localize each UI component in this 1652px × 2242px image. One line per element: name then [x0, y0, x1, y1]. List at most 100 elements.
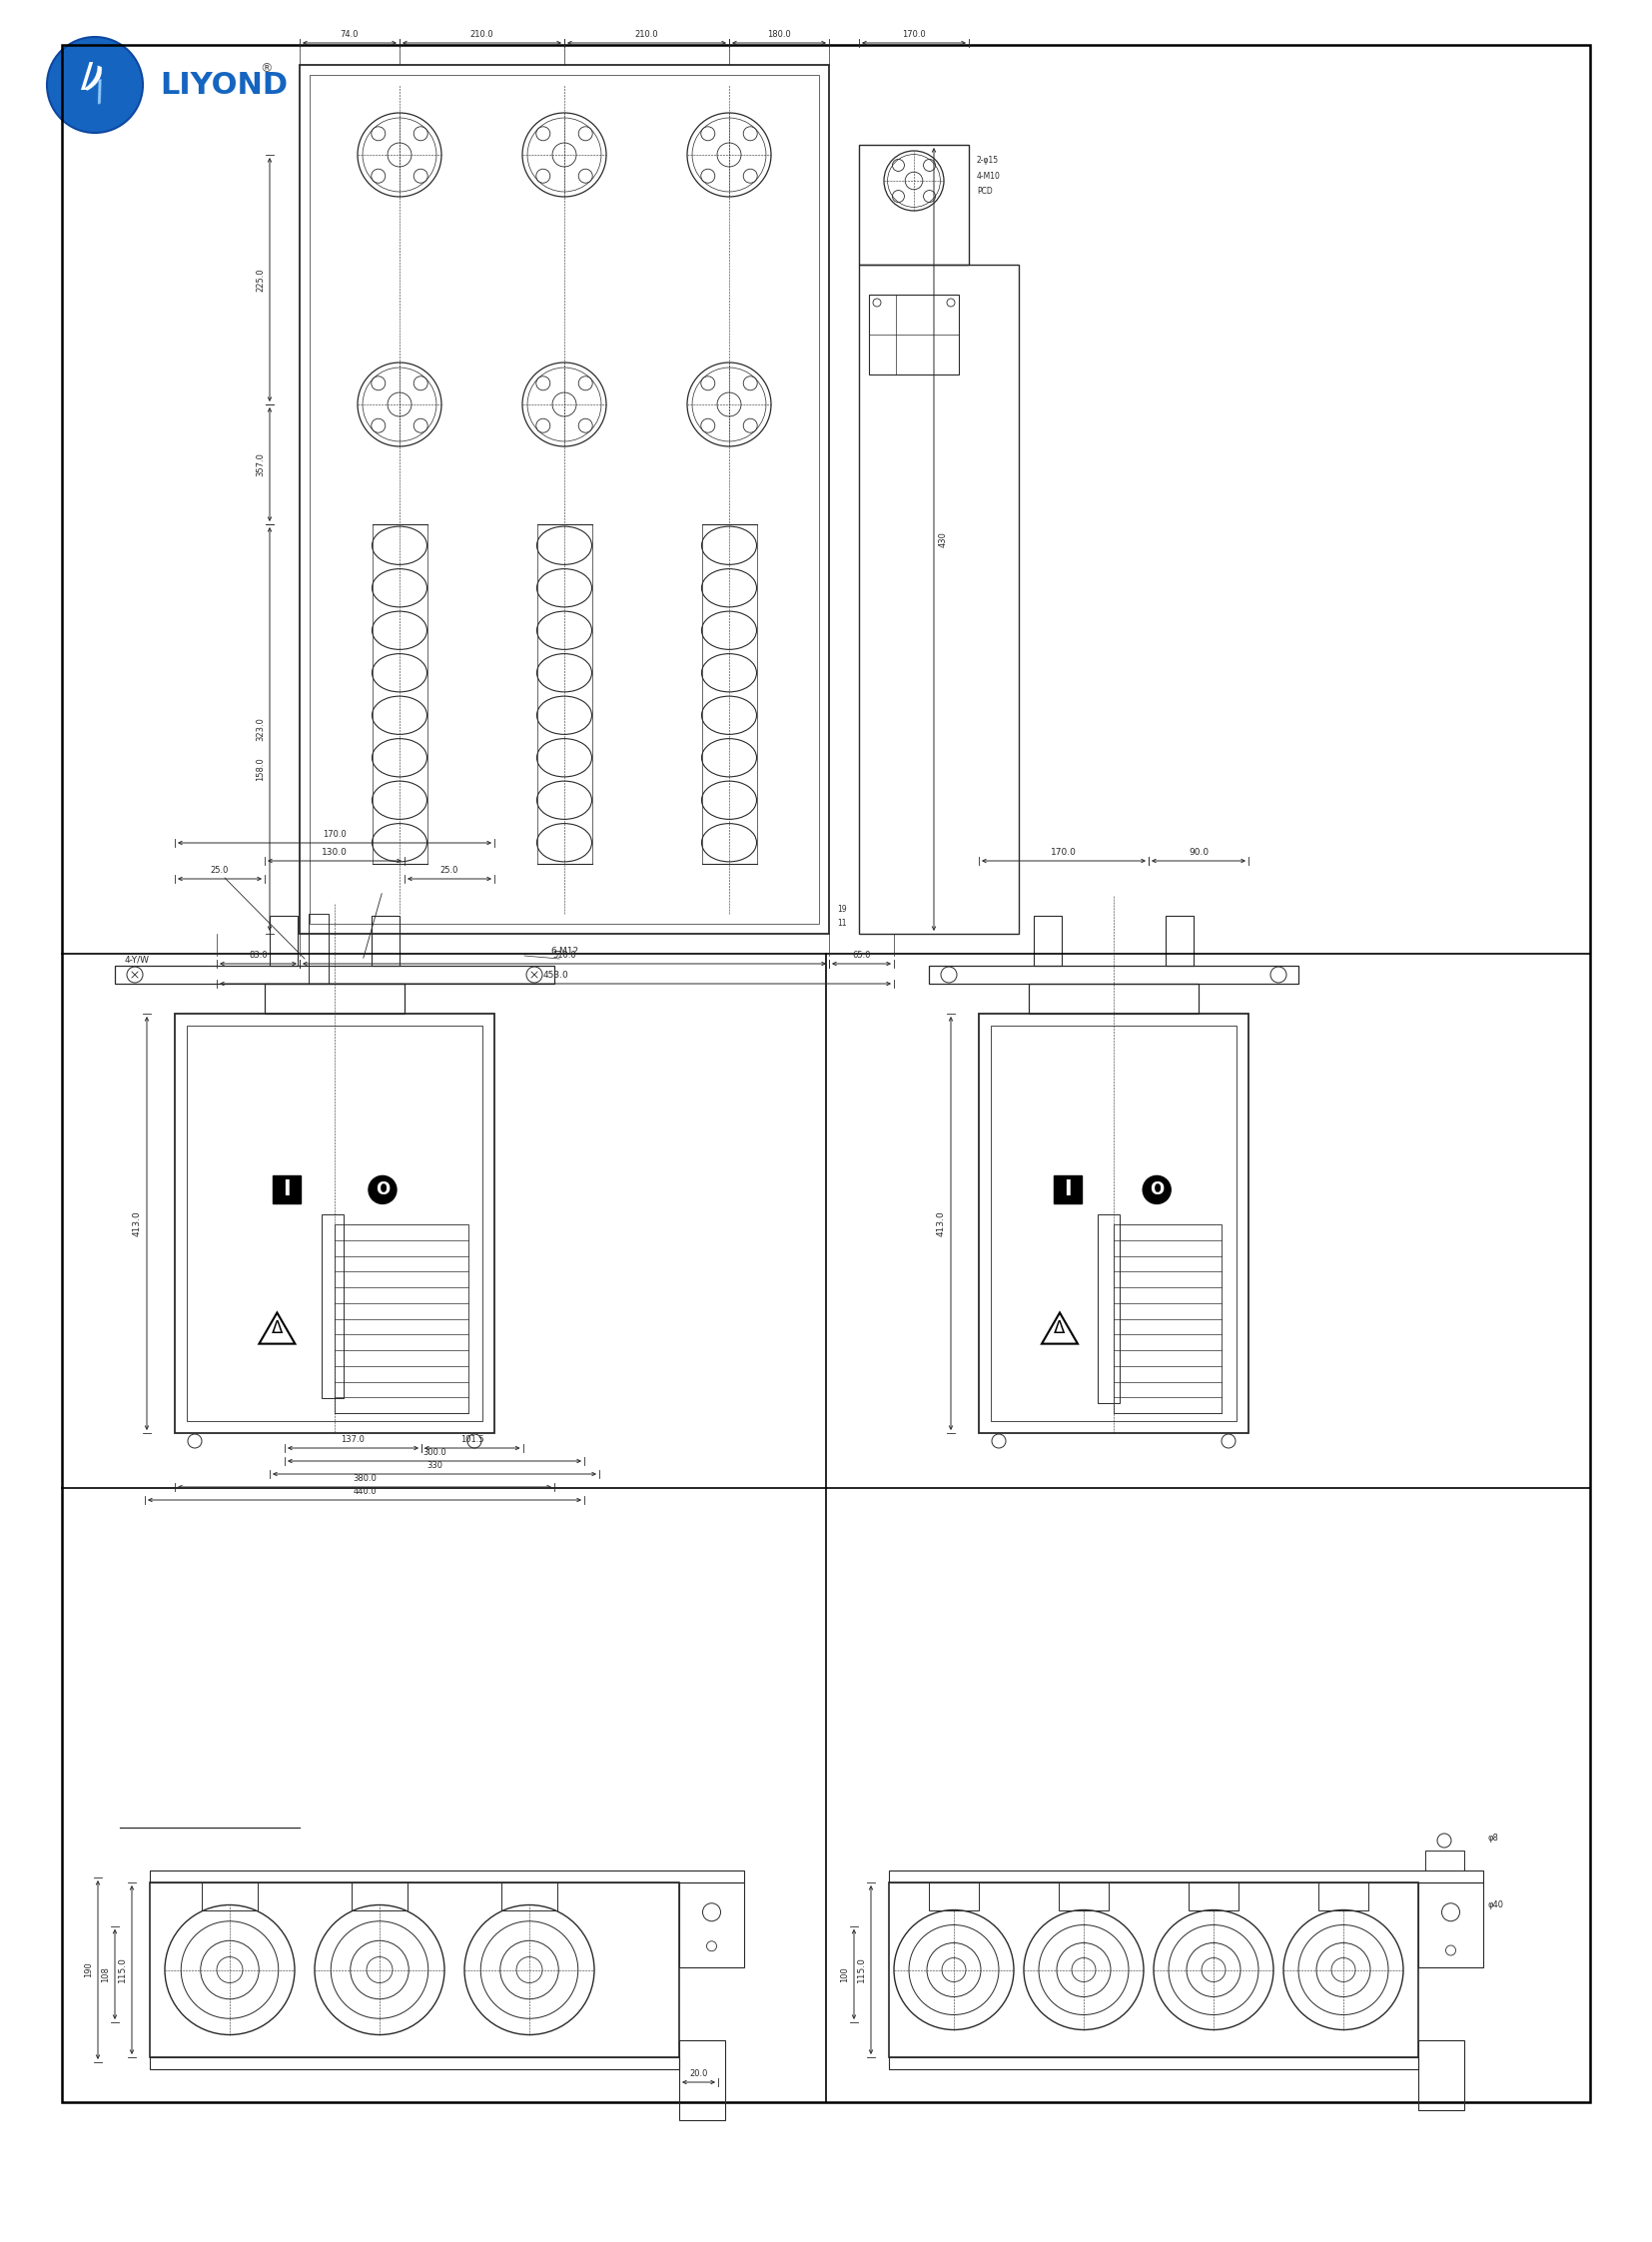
Bar	[1188, 1883, 1239, 1910]
Text: /: /	[91, 78, 109, 108]
Text: 90.0: 90.0	[1188, 847, 1209, 856]
Bar	[869, 294, 958, 374]
Bar	[1419, 1883, 1483, 1968]
Text: φ8: φ8	[1488, 1834, 1498, 1843]
Text: 330: 330	[426, 1462, 443, 1471]
Bar	[1059, 1883, 1108, 1910]
Text: 170.0: 170.0	[902, 29, 925, 38]
Bar	[889, 1870, 1483, 1883]
Text: φ40: φ40	[1488, 1901, 1505, 1910]
Bar	[679, 1883, 743, 1968]
Bar	[273, 1175, 301, 1204]
Text: 130.0: 130.0	[322, 847, 347, 856]
Text: PCD: PCD	[976, 186, 993, 195]
Bar	[335, 1224, 469, 1412]
Bar	[322, 1215, 344, 1399]
Text: 115.0: 115.0	[857, 1957, 866, 1982]
Text: 170.0: 170.0	[322, 830, 347, 839]
Text: 4-M10: 4-M10	[976, 170, 1001, 179]
Bar	[269, 915, 297, 966]
Text: 225.0: 225.0	[256, 267, 264, 291]
Text: 20.0: 20.0	[689, 2069, 707, 2078]
Bar	[299, 65, 829, 933]
Text: 108: 108	[101, 1966, 111, 1982]
Bar	[202, 1883, 258, 1910]
Bar	[889, 1883, 1419, 2058]
Bar	[928, 966, 1298, 984]
Bar	[352, 1883, 408, 1910]
Text: 100: 100	[839, 1966, 849, 1982]
Text: 380.0: 380.0	[352, 1473, 377, 1482]
Bar	[150, 2058, 679, 2069]
Text: 137.0: 137.0	[342, 1435, 365, 1444]
Bar	[187, 1025, 482, 1421]
Polygon shape	[1042, 1312, 1077, 1343]
Bar	[980, 1013, 1249, 1433]
Bar	[502, 1883, 557, 1910]
Bar	[1424, 1850, 1464, 1870]
Bar	[1034, 915, 1062, 966]
Text: 510.0: 510.0	[552, 951, 577, 960]
Text: Δ: Δ	[271, 1318, 282, 1336]
Bar	[150, 1870, 743, 1883]
Bar	[928, 1883, 980, 1910]
Text: LIYOND: LIYOND	[160, 70, 287, 99]
Text: 6-M12: 6-M12	[550, 946, 578, 955]
Bar	[175, 1013, 494, 1433]
Text: /: /	[81, 61, 93, 94]
Text: 453.0: 453.0	[542, 971, 568, 980]
Text: 210.0: 210.0	[634, 29, 659, 38]
Bar	[1419, 2040, 1464, 2110]
Bar	[372, 915, 400, 966]
Polygon shape	[259, 1312, 296, 1343]
Text: 170.0: 170.0	[1051, 847, 1077, 856]
Bar	[859, 265, 1019, 933]
Text: 357.0: 357.0	[256, 453, 264, 475]
Text: 4-Y/W: 4-Y/W	[126, 955, 150, 964]
Text: 300.0: 300.0	[423, 1448, 446, 1457]
Text: 440.0: 440.0	[354, 1486, 377, 1495]
Text: 101.5: 101.5	[461, 1435, 484, 1444]
Text: 25.0: 25.0	[210, 865, 230, 874]
Bar	[1054, 1175, 1082, 1204]
Circle shape	[1143, 1175, 1171, 1204]
Circle shape	[46, 36, 142, 132]
Text: ®: ®	[259, 63, 273, 76]
Bar	[1318, 1883, 1368, 1910]
Text: 413.0: 413.0	[937, 1211, 947, 1235]
Bar	[1113, 1224, 1221, 1412]
Bar	[264, 984, 405, 1013]
Text: 323.0: 323.0	[256, 717, 264, 740]
Text: ): )	[83, 63, 106, 96]
Text: 65.0: 65.0	[852, 951, 871, 960]
Text: 74.0: 74.0	[340, 29, 358, 38]
Bar	[889, 2058, 1419, 2069]
Text: 430: 430	[938, 531, 948, 547]
Bar	[116, 966, 555, 984]
Bar	[309, 74, 819, 924]
Text: O: O	[375, 1182, 390, 1199]
Text: 83.0: 83.0	[249, 951, 268, 960]
Text: I: I	[1064, 1179, 1072, 1199]
Text: O: O	[1150, 1182, 1165, 1199]
Text: 25.0: 25.0	[441, 865, 459, 874]
Text: 19: 19	[838, 906, 846, 915]
Text: I: I	[282, 1179, 291, 1199]
Bar	[150, 1883, 679, 2058]
Bar	[1166, 915, 1193, 966]
Text: 115.0: 115.0	[117, 1957, 127, 1982]
Bar	[309, 915, 329, 984]
Text: 180.0: 180.0	[767, 29, 791, 38]
Bar	[1097, 1215, 1120, 1403]
Text: 413.0: 413.0	[132, 1211, 142, 1235]
Bar	[1029, 984, 1199, 1013]
Text: 11: 11	[838, 919, 846, 928]
Bar	[859, 146, 968, 265]
Circle shape	[368, 1175, 396, 1204]
Text: 210.0: 210.0	[471, 29, 494, 38]
Text: Δ: Δ	[1054, 1318, 1066, 1336]
Text: 2-φ15: 2-φ15	[976, 155, 999, 164]
Text: 190: 190	[84, 1962, 93, 1977]
Text: 158.0: 158.0	[256, 758, 264, 780]
Bar	[679, 2040, 725, 2119]
